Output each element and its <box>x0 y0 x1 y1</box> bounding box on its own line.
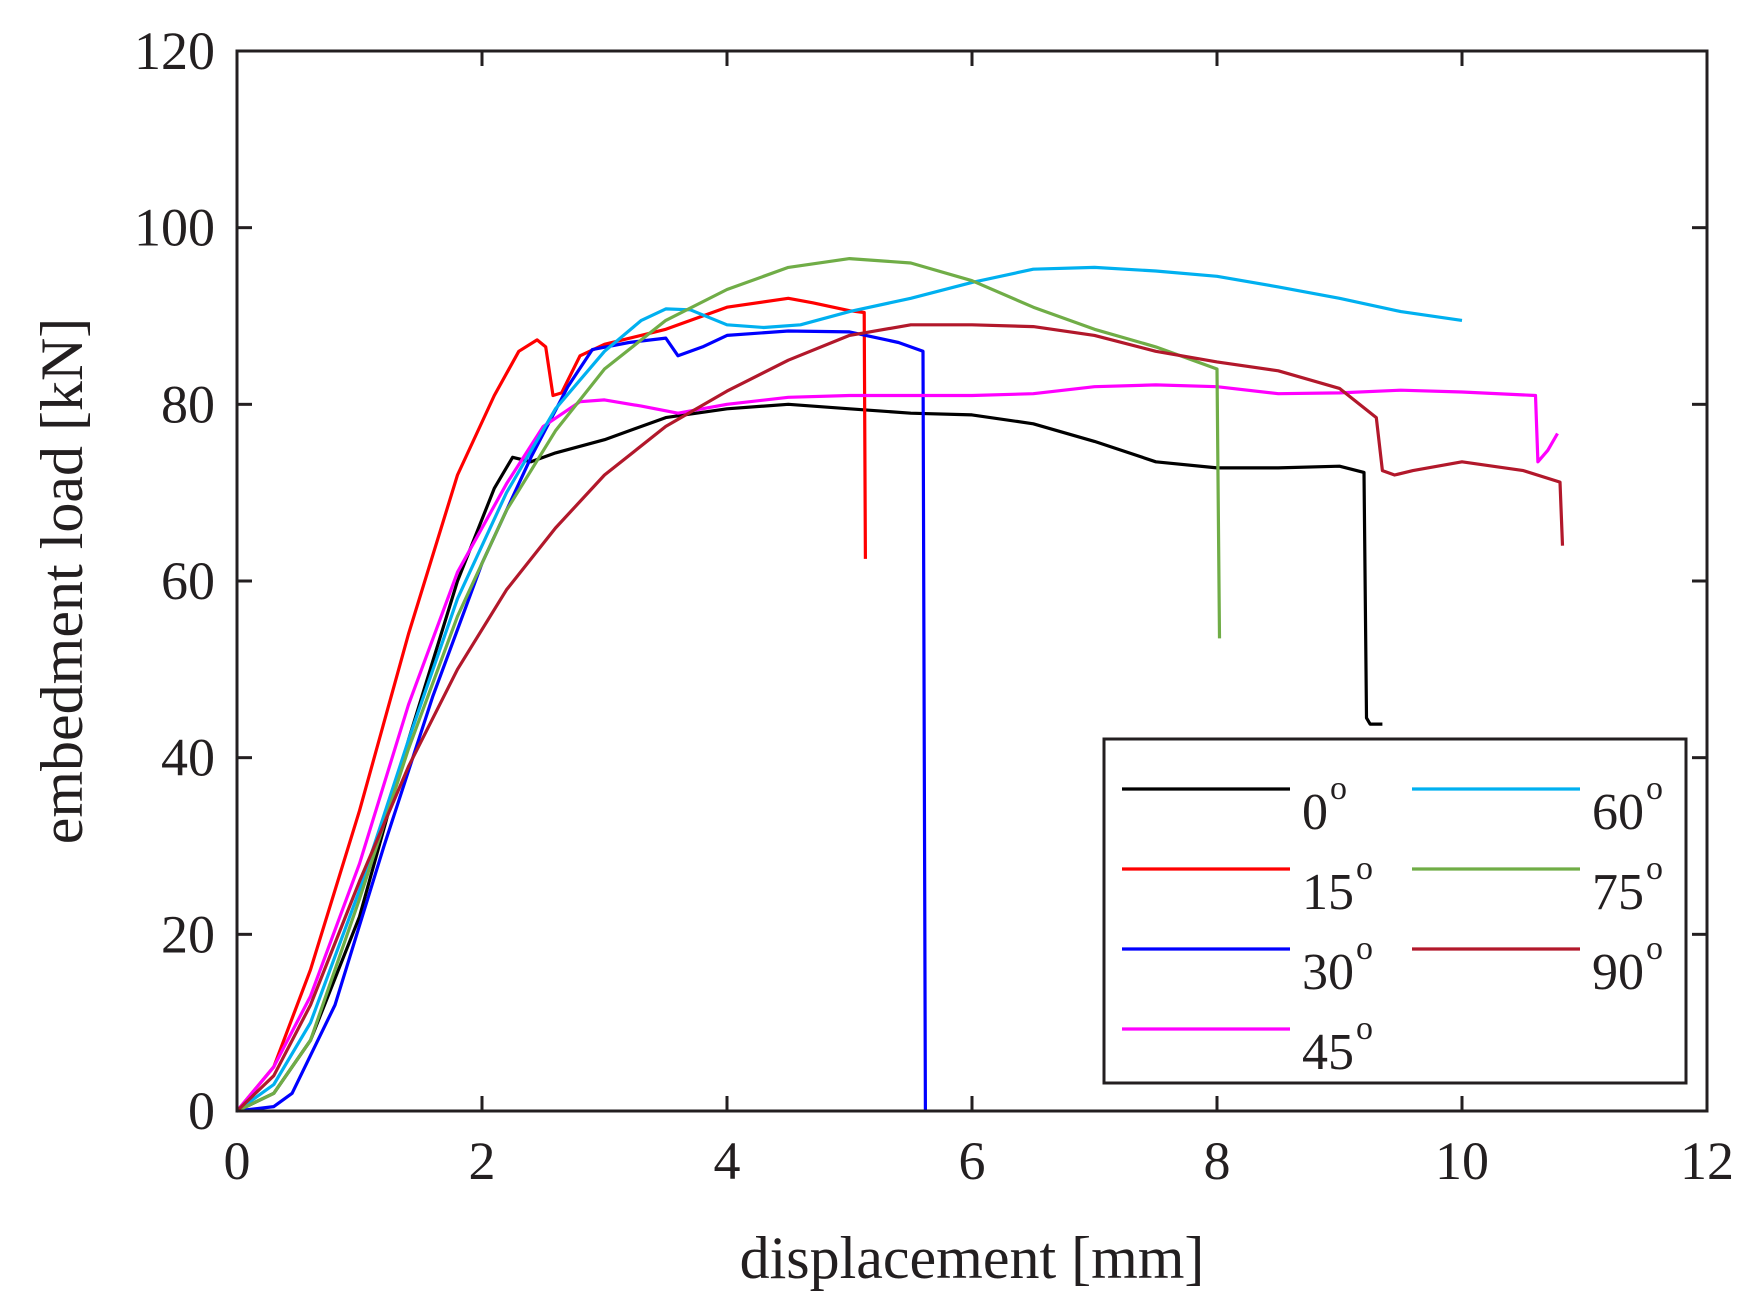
x-tick-label: 2 <box>469 1131 496 1191</box>
x-tick-label: 4 <box>714 1131 741 1191</box>
x-tick-label: 10 <box>1435 1131 1489 1191</box>
x-tick-label: 0 <box>224 1131 251 1191</box>
legend-label-90-deg: 90 <box>1592 944 1644 1001</box>
legend-degree-sup: o <box>1356 850 1373 887</box>
legend-degree-sup: o <box>1646 850 1663 887</box>
x-axis-label: displacement [mm] <box>740 1225 1205 1291</box>
plot-frame <box>235 49 1709 1113</box>
x-tick-label: 12 <box>1680 1131 1734 1191</box>
legend-degree-sup: o <box>1330 770 1347 807</box>
legend-label-30-deg: 30 <box>1302 944 1354 1001</box>
y-tick-label: 60 <box>161 551 215 611</box>
x-tick-label: 8 <box>1204 1131 1231 1191</box>
series-lines <box>235 257 1565 1113</box>
series-line-90-deg <box>235 323 1565 1113</box>
legend-degree-sup: o <box>1646 930 1663 967</box>
y-tick-labels: 0 20 40 60 80 100 120 <box>134 21 215 1141</box>
legend-degree-sup: o <box>1356 1010 1373 1047</box>
series-line-15-deg <box>235 296 867 1113</box>
x-tick-labels: 0 2 4 6 8 10 12 <box>224 1131 1735 1191</box>
y-tick-label: 100 <box>134 198 215 258</box>
series-line-60-deg <box>236 265 1463 1113</box>
series-line-0-deg <box>236 402 1383 1113</box>
series-line-45-deg <box>235 383 1559 1113</box>
series-line-75-deg <box>236 257 1222 1113</box>
legend-box <box>1102 737 1688 1085</box>
legend-label-60-deg: 60 <box>1592 784 1644 841</box>
legend-label-0-deg: 0 <box>1302 784 1328 841</box>
y-tick-label: 80 <box>161 374 215 434</box>
legend-label-45-deg: 45 <box>1302 1024 1354 1081</box>
series-line-30-deg <box>236 329 927 1113</box>
legend-degree-sup: o <box>1356 930 1373 967</box>
legend: 0 o15 o30 o45 o60 o75 o90 o <box>1102 737 1688 1085</box>
y-axis-label: embedment load [kN] <box>29 318 95 845</box>
x-tick-label: 6 <box>959 1131 986 1191</box>
legend-degree-sup: o <box>1646 770 1663 807</box>
y-tick-label: 120 <box>134 21 215 81</box>
y-tick-label: 0 <box>188 1081 215 1141</box>
y-tick-label: 20 <box>161 904 215 964</box>
legend-label-15-deg: 15 <box>1302 864 1354 921</box>
y-tick-label: 40 <box>161 728 215 788</box>
legend-label-75-deg: 75 <box>1592 864 1644 921</box>
